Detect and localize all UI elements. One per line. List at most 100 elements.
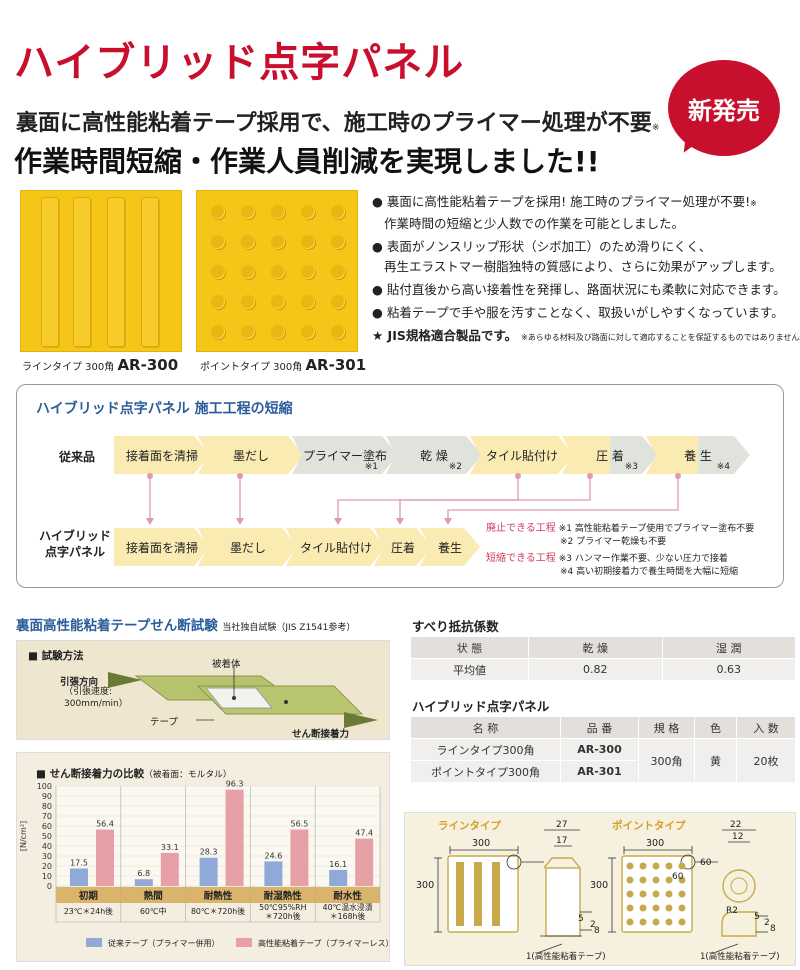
legend-note-3: ※3 ハンマー作業不要、少ない圧力で接着 xyxy=(558,554,728,564)
slip-header-row: 状 態 乾 燥 湿 潤 xyxy=(410,636,796,659)
dim-2: 2 xyxy=(590,920,596,930)
subtitle-tape-text: 裏面に高性能粘着テープ採用で、施工時のプライマー処理が不要 xyxy=(16,111,652,136)
category-label: 耐湿熱性 xyxy=(264,890,303,902)
dim-dot xyxy=(678,904,686,912)
step-label: 接着面を清掃 xyxy=(125,448,198,463)
dim-dot xyxy=(678,890,686,898)
jis-note: ※あらゆる材料及び路面に対して適応することを保証するものではありません。 xyxy=(521,333,800,342)
slip-cell: 0.63 xyxy=(661,658,796,681)
feature-line: ● 貼付直後から高い接着性を発揮し、路面状況にも柔軟に対応できます。 xyxy=(372,282,786,297)
tile-dot xyxy=(241,325,255,339)
adherend-label: 被着体 xyxy=(212,659,241,670)
tile-dot xyxy=(211,235,225,249)
line-caption-text: ラインタイプ 300角 xyxy=(22,362,115,373)
category-label: 初期 xyxy=(79,890,98,902)
spec-title: ハイブリッド点字パネル xyxy=(412,699,550,714)
step-primer: プライマー塗布 ※1 xyxy=(292,436,398,474)
tile-dot xyxy=(211,205,225,219)
y-tick-label: 40 xyxy=(42,842,52,851)
point-caption-text: ポイントタイプ 300角 xyxy=(200,362,303,373)
y-tick-label: 70 xyxy=(42,812,52,821)
dim-dot xyxy=(678,876,686,884)
tile-dot xyxy=(241,265,255,279)
category-cell xyxy=(185,887,251,903)
spec-code: AR-300 xyxy=(560,738,639,761)
y-tick-label: 10 xyxy=(42,872,52,881)
spec-header-row: 名 称 品 番 規 格 色 入 数 xyxy=(410,716,796,739)
dim-dot xyxy=(626,862,634,870)
line-height-dim: 300 xyxy=(416,880,435,891)
step-label: 乾 燥 xyxy=(420,448,448,463)
feature-line: 再生エラストマー樹脂独特の質感により、さらに効果がアップします。 xyxy=(384,259,782,274)
line-tape-note: 1(高性能粘着テープ) xyxy=(526,952,606,962)
feature-line: 作業時間の短縮と少人数での作業を可能としました。 xyxy=(384,216,685,231)
bar xyxy=(225,789,244,886)
point-width-dim: 300 xyxy=(646,838,665,849)
data-label: 24.6 xyxy=(264,851,282,860)
line-type-title: ラインタイプ xyxy=(438,820,501,832)
tile-dot xyxy=(331,295,345,309)
step-label: 養生 xyxy=(437,540,462,555)
category-cell xyxy=(315,887,380,903)
spec-qty: 20枚 xyxy=(736,738,796,783)
spec-size: 300角 xyxy=(638,738,695,783)
tile-dot xyxy=(211,295,225,309)
slip-cell: 平均値 xyxy=(410,658,529,681)
feature-item: ● 表面がノンスリップ形状（シボ加工）のため滑りにくく、再生エラストマー樹脂独特… xyxy=(372,237,792,277)
shear-title-note: 当社独自試験（JIS Z1541参考） xyxy=(222,623,356,633)
point-type-title: ポイントタイプ xyxy=(612,820,686,832)
y-tick-label: 20 xyxy=(42,862,52,871)
dim-dot xyxy=(665,876,673,884)
slip-row: 平均値 0.82 0.63 xyxy=(410,658,796,681)
data-label: 6.8 xyxy=(137,869,150,878)
dim-dot xyxy=(665,904,673,912)
data-label: 16.1 xyxy=(329,860,347,869)
tile-dot xyxy=(301,235,315,249)
dim-dot xyxy=(639,876,647,884)
hybrid-label-l2: 点字パネル xyxy=(44,545,105,559)
bar xyxy=(329,869,348,886)
tile-dot xyxy=(211,325,225,339)
condition-label: 60℃中 xyxy=(140,906,167,916)
conventional-label: 従来品 xyxy=(58,450,95,464)
bar xyxy=(70,868,88,886)
dim-8: 8 xyxy=(594,926,600,936)
step-label: タイル貼付け xyxy=(299,540,372,555)
tile-dot xyxy=(271,205,285,219)
dim-r2: R2 xyxy=(726,906,738,916)
spec-name: ポイントタイプ300角 xyxy=(410,760,561,783)
slip-cell: 0.82 xyxy=(528,658,663,681)
y-tick-label: 30 xyxy=(42,852,52,861)
y-tick-label: 100 xyxy=(37,782,52,791)
category-label: 耐水性 xyxy=(333,890,362,902)
tile-dot xyxy=(331,325,345,339)
dim-22: 22 xyxy=(730,820,742,830)
spec-table: 名 称 品 番 規 格 色 入 数 ラインタイプ300角 AR-300 300角… xyxy=(410,716,796,783)
step-drying: 乾 燥 ※2 xyxy=(386,436,482,474)
feature-item: ● 粘着テープで手や服を汚すことなく、取扱いがしやすくなっています。 xyxy=(372,303,792,323)
spec-row: ラインタイプ300角 AR-300 300角 黄 20枚 xyxy=(410,738,796,783)
dim-dot xyxy=(626,890,634,898)
line-code: AR-300 xyxy=(117,356,179,374)
jis-text: ★ JIS規格適合製品です。 xyxy=(372,328,518,343)
point-height-dim: 300 xyxy=(590,880,609,891)
bar xyxy=(96,829,114,886)
category-cell xyxy=(250,887,316,903)
dim-8b: 8 xyxy=(770,924,776,934)
condition-label: 23℃＊24h後 xyxy=(64,906,113,916)
step-label: 墨だし xyxy=(232,448,269,463)
step-tile: タイル貼付け xyxy=(470,436,574,474)
condition-label: ＊168h後 xyxy=(330,911,366,921)
spec-header: 品 番 xyxy=(560,716,639,739)
tile-dot xyxy=(241,205,255,219)
tile-dot xyxy=(301,295,315,309)
step-label: 圧 着 xyxy=(596,448,624,463)
legend-swatch xyxy=(236,938,252,947)
abolished-label: 廃止できる工程 xyxy=(486,523,556,534)
jis-line: ★ JIS規格適合製品です。 ※あらゆる材料及び路面に対して適応することを保証す… xyxy=(372,326,800,348)
data-label: 33.1 xyxy=(161,843,179,852)
y-tick-label: 80 xyxy=(42,802,52,811)
test-diagram xyxy=(108,666,378,728)
feature-line: ● 表面がノンスリップ形状（シボ加工）のため滑りにくく、 xyxy=(372,239,712,254)
step-label: 墨だし xyxy=(229,540,266,555)
